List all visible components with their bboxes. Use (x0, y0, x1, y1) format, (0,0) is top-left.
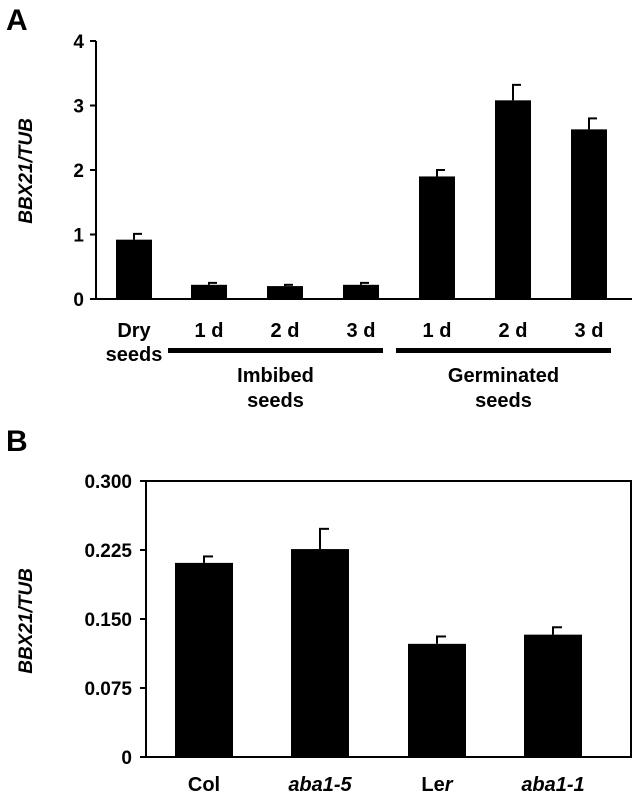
x-tick-label: aba1-5 (288, 774, 352, 796)
y-tick-label: 4 (73, 32, 84, 53)
y-tick-label: 2 (73, 161, 84, 182)
y-tick-label: 0.150 (84, 610, 132, 631)
group-label: Imbibed (237, 365, 314, 387)
panel-label-a: A (6, 4, 28, 37)
x-tick-label-part: aba1-5 (288, 774, 352, 796)
bar (291, 549, 349, 757)
x-tick-label: 2 d (499, 320, 528, 342)
x-tick-label: 2 d (271, 320, 300, 342)
bar (524, 634, 582, 757)
x-tick-label: seeds (106, 344, 163, 366)
bar (419, 176, 455, 299)
group-bracket-line (168, 348, 383, 353)
y-tick-label: 1 (73, 226, 84, 247)
bar (175, 562, 233, 757)
y-axis-label-a: BBX21/TUB (16, 118, 37, 224)
group-label: seeds (247, 390, 304, 412)
x-tick-label: 3 d (575, 320, 604, 342)
x-tick-label: 1 d (195, 320, 224, 342)
panel-label-b: B (6, 425, 28, 458)
group-label: seeds (475, 390, 532, 412)
bar (408, 643, 466, 757)
x-tick-label: 1 d (423, 320, 452, 342)
x-tick-label: Dry (117, 320, 151, 342)
y-tick-label: 3 (73, 97, 84, 118)
bar (343, 284, 379, 299)
bar (116, 239, 152, 299)
x-tick-label: 3 d (347, 320, 376, 342)
group-bracket-line (396, 348, 611, 353)
bar (191, 284, 227, 299)
group-label: Germinated (448, 365, 559, 387)
x-tick-label-part: r (445, 774, 454, 796)
chart-panel-b: B BBX21/TUB 0 0.075 0.150 0.225 0.300 Col aba1… (6, 425, 632, 796)
x-tick-label-part: Le (421, 774, 444, 796)
x-tick-label-part: aba1-1 (521, 774, 584, 796)
y-tick-label: 0.075 (84, 679, 132, 700)
x-tick-label: Col (188, 774, 220, 796)
bar (495, 100, 531, 299)
y-axis-label-b: BBX21/TUB (16, 568, 37, 674)
y-tick-label: 0 (73, 290, 84, 311)
bar (571, 129, 607, 299)
y-tick-label: 0.300 (84, 472, 132, 493)
y-tick-label: 0.225 (84, 541, 132, 562)
bar (267, 286, 303, 299)
x-tick-label: aba1-1 (521, 774, 584, 796)
y-tick-label: 0 (121, 748, 132, 769)
x-tick-label-part: Col (188, 774, 220, 796)
x-tick-label: Ler (421, 774, 453, 796)
